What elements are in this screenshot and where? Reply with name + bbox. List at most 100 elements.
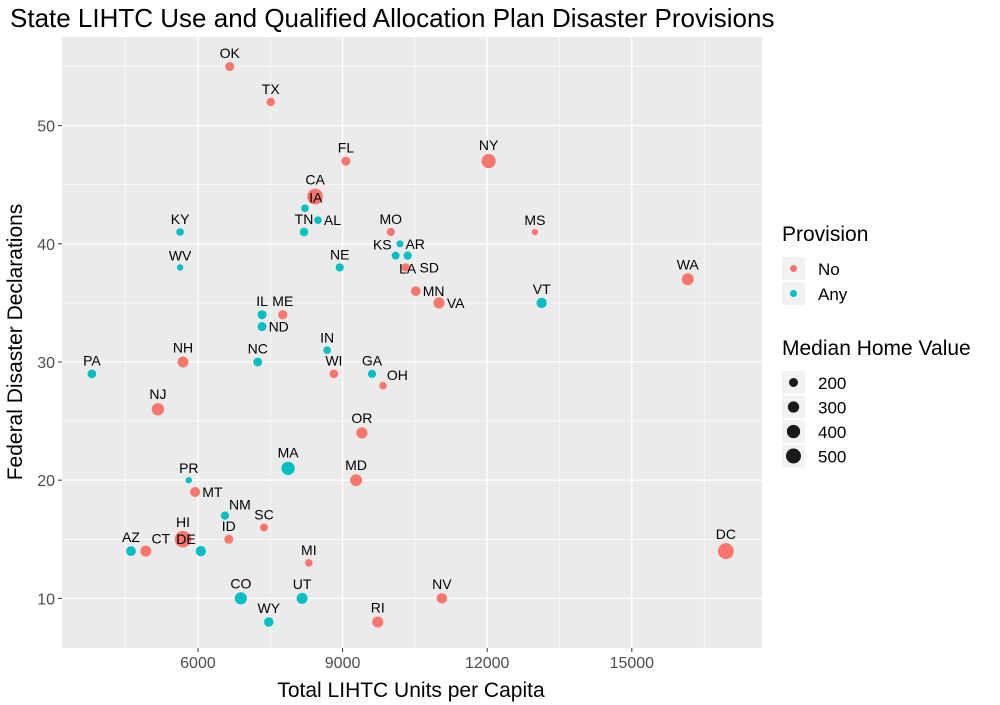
point-label-ri: RI xyxy=(371,599,385,615)
data-point-id xyxy=(224,534,234,544)
legend-size-label-500: 500 xyxy=(818,448,846,467)
point-label-md: MD xyxy=(345,457,367,473)
legend-key-no xyxy=(790,265,797,272)
data-point-fl xyxy=(341,156,351,166)
data-point-nh xyxy=(177,356,189,368)
y-tick-label: 40 xyxy=(37,237,55,254)
point-label-ga: GA xyxy=(362,353,383,369)
point-label-or: OR xyxy=(351,410,372,426)
data-point-wa xyxy=(681,273,694,286)
data-point-la xyxy=(403,251,412,260)
point-label-co: CO xyxy=(230,575,251,591)
legend: Provision No Any Median Home Value 200 300 400… xyxy=(782,223,971,468)
point-label-ct: CT xyxy=(152,531,171,547)
data-point-ma xyxy=(281,461,295,476)
legend-size-key-200 xyxy=(788,377,799,388)
data-point-ms xyxy=(531,228,539,236)
point-label-ne: NE xyxy=(330,246,349,262)
point-label-sd: SD xyxy=(420,259,439,275)
point-label-ks: KS xyxy=(373,237,392,253)
point-label-az: AZ xyxy=(122,529,140,545)
point-label-wi: WI xyxy=(325,352,342,368)
point-label-nj: NJ xyxy=(149,386,166,402)
y-tick-label: 50 xyxy=(37,119,55,136)
legend-size-label-200: 200 xyxy=(818,374,846,393)
point-label-ky: KY xyxy=(171,211,190,227)
data-point-ar xyxy=(396,240,404,248)
point-label-me: ME xyxy=(272,293,293,309)
data-point-vt xyxy=(536,297,547,309)
x-tick-label: 6000 xyxy=(180,655,216,672)
point-label-la: LA xyxy=(399,261,417,277)
point-label-id: ID xyxy=(222,518,236,534)
data-point-in xyxy=(323,346,331,354)
point-label-pa: PA xyxy=(83,352,101,368)
x-tick-label: 15000 xyxy=(610,655,655,672)
point-label-mi: MI xyxy=(301,542,317,558)
data-point-mt xyxy=(190,487,201,497)
data-point-az xyxy=(126,546,136,556)
data-point-nc xyxy=(253,357,263,367)
legend-label-any: Any xyxy=(818,285,848,304)
data-point-wv xyxy=(176,264,184,271)
data-point-ia xyxy=(301,204,309,213)
point-label-ia: IA xyxy=(309,190,323,206)
point-label-sc: SC xyxy=(254,506,273,522)
data-point-il xyxy=(257,310,267,320)
data-point-co xyxy=(234,592,247,605)
legend-label-no: No xyxy=(818,260,840,279)
y-tick-label: 30 xyxy=(37,355,55,372)
y-tick-label: 10 xyxy=(37,591,55,608)
x-tick-label: 9000 xyxy=(325,655,361,672)
point-label-nh: NH xyxy=(173,340,193,356)
points-layer xyxy=(87,62,734,628)
point-label-wy: WY xyxy=(258,600,281,616)
legend-size-label-400: 400 xyxy=(818,423,846,442)
point-label-tx: TX xyxy=(262,81,281,97)
data-point-wi xyxy=(329,369,339,379)
point-label-dc: DC xyxy=(716,526,736,542)
x-axis-label: Total LIHTC Units per Capita xyxy=(277,679,545,702)
data-point-de xyxy=(195,545,206,557)
data-point-mn xyxy=(410,286,421,296)
point-label-oh: OH xyxy=(387,367,408,383)
point-label-mo: MO xyxy=(380,211,403,227)
legend-size-label-300: 300 xyxy=(818,399,846,418)
y-axis-label: Federal Disaster Declarations xyxy=(4,204,27,481)
data-point-md xyxy=(350,474,363,487)
point-label-ut: UT xyxy=(293,576,312,592)
point-label-wv: WV xyxy=(169,247,192,263)
data-point-ca xyxy=(307,188,323,205)
legend-size-title: Median Home Value xyxy=(782,337,971,360)
point-label-fl: FL xyxy=(338,140,355,156)
point-label-nd: ND xyxy=(269,319,289,335)
chart-title: State LIHTC Use and Qualified Allocation… xyxy=(10,3,774,33)
data-point-ky xyxy=(176,228,184,236)
data-point-wy xyxy=(264,617,274,627)
point-label-ma: MA xyxy=(278,445,300,461)
point-label-ok: OK xyxy=(220,45,241,61)
point-label-pr: PR xyxy=(179,460,198,476)
data-point-pr xyxy=(185,477,192,484)
data-point-nd xyxy=(257,322,267,332)
point-label-va: VA xyxy=(447,295,465,311)
data-point-ri xyxy=(372,616,384,628)
point-label-ms: MS xyxy=(524,212,545,228)
point-label-ar: AR xyxy=(405,236,424,252)
data-point-tx xyxy=(266,97,275,107)
data-point-tn xyxy=(299,227,309,237)
data-point-oh xyxy=(379,381,387,390)
data-point-dc xyxy=(717,543,734,560)
data-point-ok xyxy=(225,62,235,72)
data-point-ne xyxy=(335,263,344,272)
data-point-ny xyxy=(481,154,496,169)
axes: 6000 9000 12000 15000 10 20 30 40 50 xyxy=(37,119,654,672)
data-point-pa xyxy=(87,369,97,379)
data-point-ga xyxy=(367,369,377,378)
point-label-il: IL xyxy=(256,293,268,309)
data-point-or xyxy=(356,427,368,439)
point-label-nv: NV xyxy=(432,576,452,592)
